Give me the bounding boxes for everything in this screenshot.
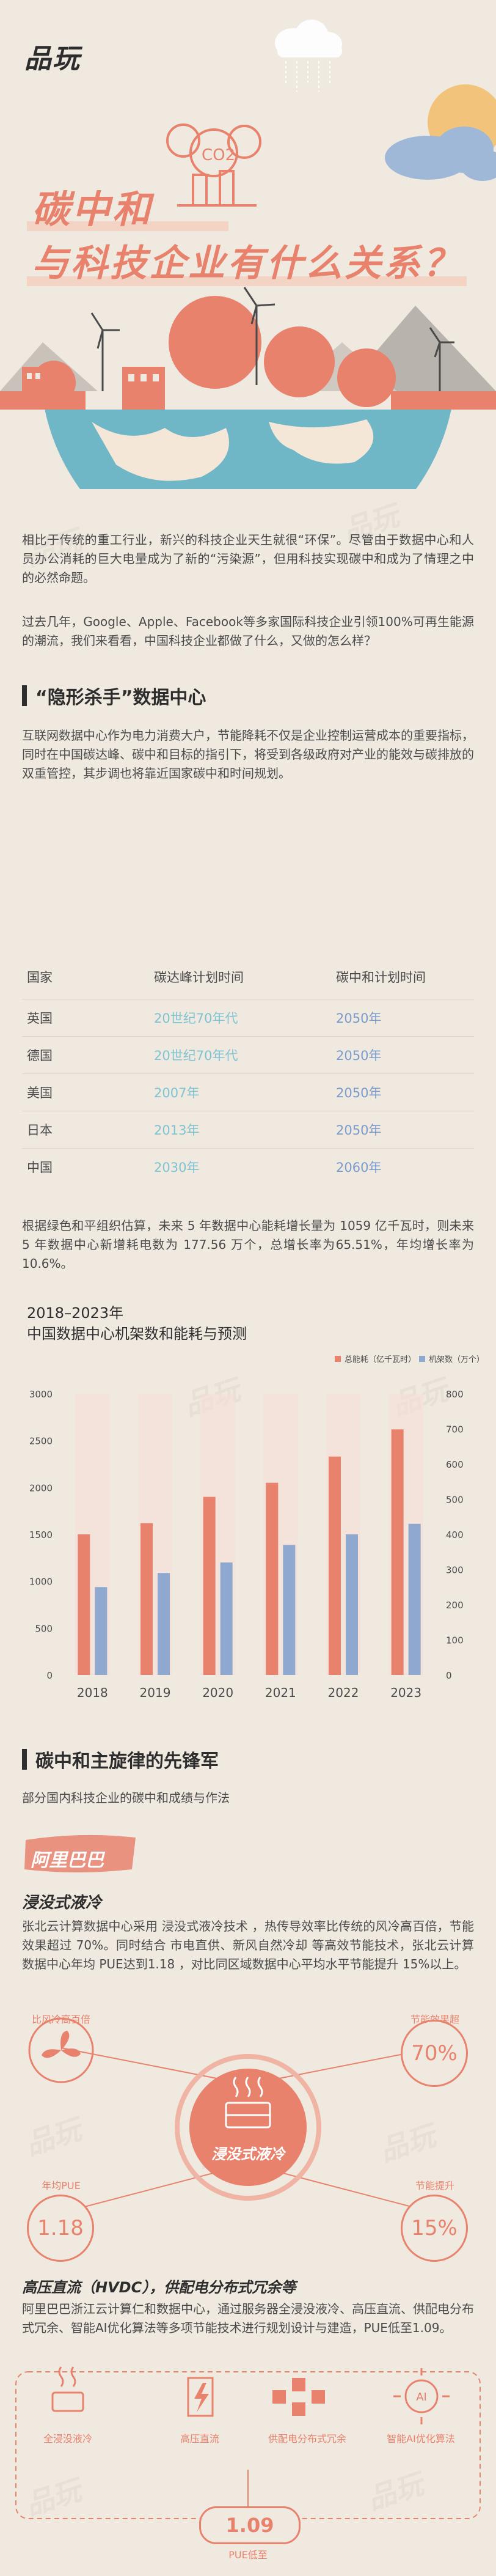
page-subtitle: 与科技企业有什么关系？ [32, 242, 462, 285]
kpi-label: 节能提升 [415, 2180, 454, 2191]
y-tick-left: 3000 [29, 1389, 53, 1400]
tech-icon-label: 供配电分布式冗余 [268, 2433, 346, 2445]
factory-co2-icon [166, 123, 261, 207]
table-header: 碳中和计划时间 [336, 970, 426, 985]
table-row: 德国 20世纪70年代 2050年 [22, 1036, 474, 1074]
y-tick-left: 2000 [29, 1482, 53, 1493]
x-tick-label: 2023 [390, 1685, 421, 1700]
chart-title-line2: 中国数据中心机架数和能耗与预测 [27, 1325, 247, 1342]
carbon-plan-table: 国家 碳达峰计划时间 碳中和计划时间 英国 20世纪70年代 2050年 德国 20世… [22, 955, 474, 1185]
server-cooling-icon [225, 2077, 271, 2129]
section2-intro: 部分国内科技企业的碳中和成绩与作法 [22, 1790, 230, 1805]
bar-racks [283, 1545, 296, 1675]
legend-entry: 机架数（万个） [429, 1355, 484, 1364]
y-tick-right: 600 [446, 1459, 464, 1470]
legend-swatch [419, 1356, 425, 1362]
bar-energy [266, 1482, 279, 1675]
table-row: 美国 2007年 2050年 [22, 1073, 474, 1111]
y-tick-right: 100 [446, 1635, 464, 1646]
bar-energy [140, 1523, 153, 1675]
y-tick-right: 800 [446, 1389, 464, 1400]
section1-paragraph-2: 根据绿色和平组织估算，未来 5 年数据中心能耗增长量为 1059 亿千瓦时，则未… [22, 1218, 474, 1271]
bar-energy [78, 1534, 90, 1675]
rain-cloud-icon [275, 20, 342, 57]
company-name: 阿里巴巴 [31, 1850, 104, 1871]
kpi-label: 年均PUE [42, 2180, 81, 2191]
intro-paragraph: 相比于传统的重工行业，新兴的科技企业天生就很“环保”。尽管由于数据中心和人员办公… [22, 532, 474, 585]
fan-icon [28, 2017, 94, 2083]
section-heading-data-center: “隐形杀手”数据中心 [22, 682, 206, 709]
y-tick-right: 500 [446, 1495, 464, 1506]
sub-heading-liquid-cooling: 浸没式液冷 [22, 1894, 102, 1912]
kpi-value-circle: 15% [401, 2195, 468, 2262]
table-row: 日本 2013年 2050年 [22, 1111, 474, 1149]
sub-heading-hvdc: 高压直流（HVDC），供配电分布式冗余等 [22, 2279, 296, 2296]
table-row: 英国 20世纪70年代 2050年 [22, 999, 474, 1037]
kpi-label: 比风冷高百倍 [31, 2014, 90, 2025]
legend-entry: 总能耗（亿千瓦时） [345, 1355, 416, 1364]
tech-icon-label: 高压直流 [180, 2433, 219, 2445]
x-tick-label: 2018 [77, 1685, 108, 1700]
y-tick-left: 0 [46, 1670, 53, 1681]
y-tick-left: 2500 [29, 1436, 53, 1447]
company-brush-banner [24, 1834, 136, 1872]
intro-paragraph-2: 过去几年，Google、Apple、Facebook等多家国际科技企业引领100… [22, 614, 474, 648]
bar-racks [408, 1523, 421, 1675]
bar-racks [95, 1587, 108, 1675]
y-tick-right: 300 [446, 1565, 464, 1576]
chart-title-line1: 2018–2023年 [27, 1305, 124, 1322]
co2-label: CO2 [202, 146, 235, 164]
power-distribution-icon [272, 2378, 325, 2416]
x-tick-label: 2020 [202, 1685, 233, 1700]
globe-icon [45, 410, 451, 489]
y-tick-right: 200 [446, 1600, 464, 1611]
pue-label: PUE低至 [228, 2549, 268, 2561]
section-heading-pioneers: 碳中和主旋律的先锋军 [22, 1746, 219, 1773]
y-tick-right: 400 [446, 1529, 464, 1540]
center-label: 浸没式液冷 [211, 2146, 285, 2163]
kpi-value-circle: 1.18 [27, 2195, 94, 2262]
sub1-body: 张北云计算数据中心采用 浸没式液冷技术 ，热传导效率比传统的风冷高百倍，节能效果… [22, 1919, 474, 1971]
sub2-body: 阿里巴巴浙江云计算仁和数据中心，通过服务器全浸没液冷、高压直流、供配电分布式冗余… [22, 2302, 474, 2335]
bar-racks [220, 1562, 233, 1675]
x-tick-label: 2021 [265, 1685, 296, 1700]
rain-icon [285, 61, 330, 92]
wind-turbine-icon [90, 287, 454, 391]
legend-swatch [335, 1356, 341, 1362]
lightning-icon [187, 2377, 214, 2417]
energy-rack-chart: 0 500 1000 1500 2000 2500 3000 0 100 200 300 400 500… [29, 1355, 484, 1700]
bar-energy [329, 1456, 341, 1675]
y-tick-right: 0 [446, 1670, 452, 1681]
bar-racks [346, 1534, 358, 1675]
tech-icon-label: 全浸没液冷 [43, 2433, 92, 2445]
tech-icon-diagram: AI [15, 2366, 481, 2519]
bar-energy [203, 1496, 216, 1675]
cloud-icon [385, 127, 496, 181]
y-tick-left: 1500 [29, 1529, 53, 1540]
x-tick-label: 2019 [140, 1685, 171, 1700]
section1-paragraph: 互联网数据中心作为电力消费大户，节能降耗不仅是企业控制运营成本的重要指标，同时在… [22, 728, 474, 781]
x-tick-label: 2022 [328, 1685, 359, 1700]
y-tick-left: 1000 [29, 1577, 53, 1588]
tech-icon-label: 智能AI优化算法 [387, 2433, 455, 2445]
y-tick-right: 700 [446, 1424, 464, 1435]
svg-text:AI: AI [416, 2391, 427, 2404]
ai-chip-icon [393, 2368, 450, 2424]
kpi-diagram [28, 2017, 436, 2214]
liquid-cooling-icon [51, 2366, 84, 2412]
bar-racks [158, 1573, 170, 1675]
bar-energy [391, 1429, 404, 1675]
page-title: 碳中和 [32, 187, 153, 232]
y-tick-left: 500 [35, 1623, 53, 1634]
hero-illustration: CO2 [0, 20, 496, 489]
kpi-value-circle: 70% [401, 2020, 468, 2087]
pue-value-badge: 1.09 [199, 2506, 301, 2544]
table-header: 碳达峰计划时间 [154, 970, 244, 985]
brand-logo: 品玩 [24, 43, 81, 75]
table-row: 中国 2030年 2060年 [22, 1148, 474, 1185]
table-header: 国家 [27, 970, 53, 985]
